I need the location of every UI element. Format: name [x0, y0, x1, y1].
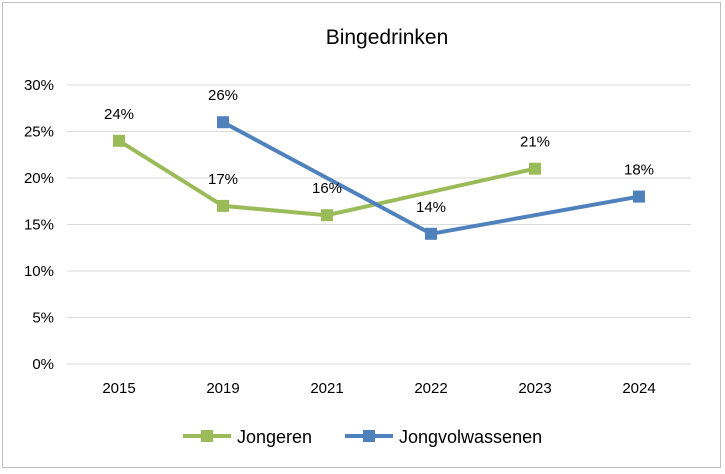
data-label: 16% [312, 180, 342, 197]
data-labels: 24% 17% 16% 21% 26% 14% 18% [104, 87, 654, 216]
legend-marker [363, 430, 375, 442]
legend-marker [201, 430, 213, 442]
y-tick-label: 0% [32, 356, 54, 373]
line-chart: Bingedrinken 0%5%10%15%20%25%30% 2015 201… [24, 26, 691, 447]
legend-label: Jongeren [237, 427, 312, 447]
x-tick-label: 2022 [414, 380, 447, 397]
data-point-jongvolwassenen [217, 116, 229, 129]
series-line-jongeren [117, 138, 537, 218]
x-tick-label: 2015 [102, 380, 135, 397]
data-point-jongeren [113, 134, 125, 147]
y-tick-label: 20% [24, 170, 54, 187]
data-point-jongeren [321, 209, 333, 222]
gridlines [67, 84, 691, 365]
y-tick-label: 25% [24, 124, 54, 141]
legend-label: Jongvolwassenen [399, 427, 542, 447]
x-tick-label: 2023 [518, 380, 551, 397]
legend: Jongeren Jongvolwassenen [183, 427, 542, 447]
chart-frame: Bingedrinken 0% 5% 10% 15% 20% 25% 30% 2015 201… [2, 2, 721, 468]
data-point-jongeren [529, 162, 541, 175]
data-label: 14% [416, 199, 446, 216]
y-tick-label: 5% [32, 310, 54, 327]
x-axis-ticks: 2015 2019 2021 2022 2023 2024 [102, 380, 655, 397]
x-tick-label: 2019 [206, 380, 239, 397]
y-tick-label: 30% [24, 77, 54, 94]
y-axis-ticks: 0% 5% 10% 15% 20% 25% 30% [24, 77, 54, 373]
x-tick-label: 2021 [310, 380, 343, 397]
data-label: 17% [208, 171, 238, 188]
chart-title: Bingedrinken [326, 26, 449, 49]
data-point-jongvolwassenen [633, 190, 645, 203]
y-tick-label: 10% [24, 263, 54, 280]
data-label: 26% [208, 87, 238, 104]
data-point-jongeren [217, 199, 229, 212]
data-point-jongvolwassenen [425, 227, 437, 240]
data-label: 21% [520, 134, 550, 151]
x-tick-label: 2024 [622, 380, 655, 397]
series-markers [113, 116, 645, 240]
y-tick-label: 15% [24, 217, 54, 234]
data-label: 24% [104, 106, 134, 123]
data-label: 18% [624, 162, 654, 179]
